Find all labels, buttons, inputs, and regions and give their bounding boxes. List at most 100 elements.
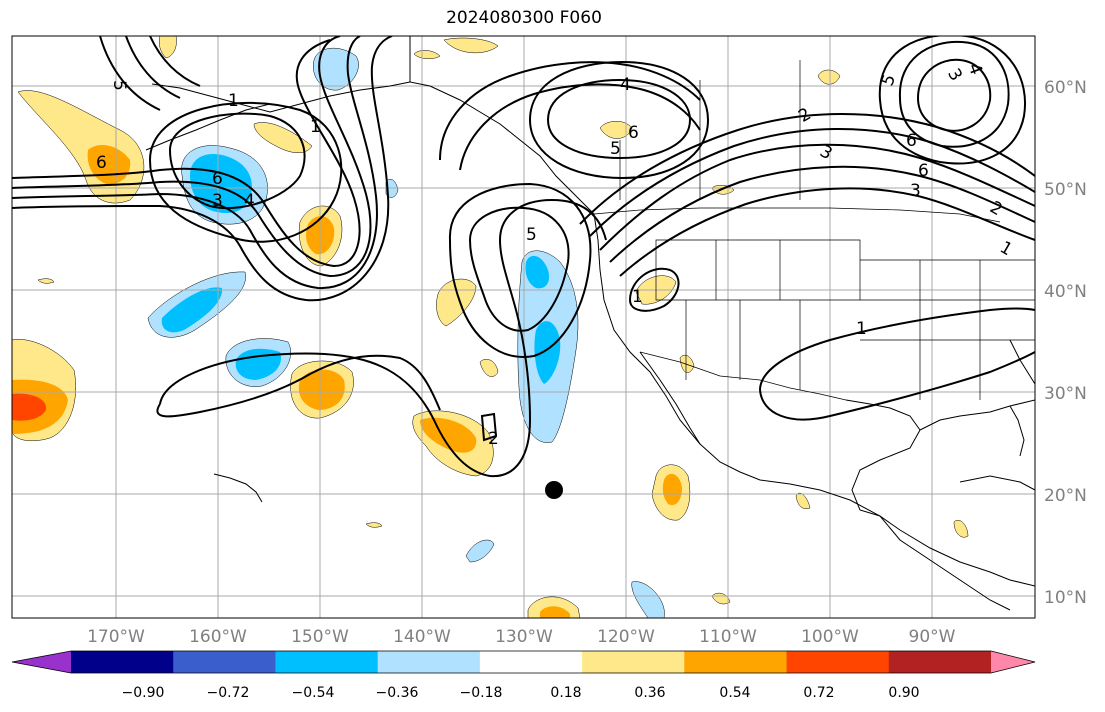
- lon-label: 120°W: [597, 627, 655, 647]
- neg-region-south2: [631, 581, 665, 618]
- florida: [1009, 405, 1025, 457]
- us-mexico-border: [639, 351, 847, 401]
- pos-region-ak: [443, 37, 499, 54]
- pos-region-bc: [599, 121, 633, 139]
- contour-jet-3: [579, 113, 1035, 225]
- pos-region-e2: [479, 359, 499, 377]
- lat-label: 60°N: [1044, 78, 1087, 98]
- colorbar-tick-label: −0.54: [292, 685, 335, 701]
- lon-label: 150°W: [291, 627, 349, 647]
- alaska-coast: [409, 36, 595, 215]
- contour-label: 3: [910, 181, 921, 201]
- neg-core-bering: [190, 154, 252, 214]
- contour-bering-ring-2: [148, 101, 343, 243]
- latitude-axis: 60°N 50°N 40°N 30°N 20°N 10°N: [1044, 78, 1087, 608]
- contour-low-wave-3: [12, 36, 378, 290]
- colorbar-tick-label: 0.36: [634, 685, 665, 701]
- contour-se-loop: [759, 307, 1035, 391]
- lon-label: 110°W: [699, 627, 757, 647]
- map-frame: [11, 35, 1036, 619]
- contour-trough-ring: [468, 206, 570, 332]
- lat-label: 40°N: [1044, 282, 1087, 302]
- central-america: [879, 515, 1011, 611]
- cuba: [959, 475, 1035, 491]
- contour-north-3: [149, 36, 201, 87]
- hawaii: [213, 473, 263, 503]
- contour-small-sw: [480, 412, 498, 442]
- contour-se-loop-2: [759, 351, 1035, 421]
- graticule: [12, 36, 1035, 618]
- political-borders: [409, 36, 1035, 401]
- colorbar-segment: [582, 651, 685, 673]
- contour-label: 3: [212, 191, 223, 211]
- contour-label: 4: [620, 75, 631, 95]
- us-gulf-east: [919, 399, 1035, 431]
- pos-high-west: [12, 393, 47, 421]
- aleutian-chain: [145, 103, 271, 151]
- contour-small-ca: [628, 267, 680, 312]
- neg-core-coast: [525, 255, 550, 289]
- colorbar-extension-low: [12, 651, 71, 673]
- lat-label: 30°N: [1044, 384, 1087, 404]
- contour-label: 6: [918, 161, 929, 181]
- contour-jet-2: [589, 127, 1035, 237]
- lon-label: 140°W: [393, 627, 451, 647]
- colorbar-outline: [11, 650, 1036, 674]
- pos-region-small3: [711, 592, 731, 605]
- contour-label: 5: [109, 80, 129, 91]
- contour-pnw-ring-2: [528, 60, 710, 180]
- contour-north-2: [125, 36, 181, 99]
- pos-core-sw: [420, 417, 477, 453]
- contour-label: 1: [228, 91, 239, 111]
- storm-position-marker: [545, 481, 563, 499]
- contour-label: 4: [244, 191, 255, 211]
- contour-label: 1: [856, 319, 867, 339]
- contour-low-wave-2: [12, 36, 372, 278]
- pos-region-e1: [436, 278, 477, 327]
- coastlines: [145, 36, 1035, 611]
- colorbar-tick-label: 0.18: [550, 685, 581, 701]
- neg-core-central2: [235, 348, 281, 380]
- gulf-of-mexico-coast: [845, 399, 921, 517]
- colorbar-segment: [275, 651, 379, 673]
- contour-jet-4: [609, 165, 1035, 263]
- contour-label: 5: [526, 225, 537, 245]
- neg-region-south: [465, 539, 495, 563]
- colorbar-segment: [71, 651, 174, 673]
- colorbar-segment: [377, 651, 481, 673]
- pos-region-small1: [365, 522, 383, 528]
- contour-label: 5: [610, 139, 621, 159]
- contour-central-loop: [159, 198, 607, 478]
- contour-ridge-1: [439, 61, 701, 161]
- canada-us-border: [593, 207, 1001, 223]
- colorbar-tick-label: −0.90: [122, 685, 165, 701]
- colorbar-segment: [684, 651, 788, 673]
- pos-region-aknw: [253, 122, 313, 153]
- longitude-axis: 170°W 160°W 150°W 140°W 130°W 120°W 110°…: [87, 627, 956, 647]
- state-line-2: [716, 239, 781, 301]
- pos-region-baja: [679, 355, 695, 373]
- contour-ne-ring: [916, 58, 992, 132]
- contour-label: 1: [996, 237, 1015, 260]
- lat-label: 20°N: [1044, 486, 1087, 506]
- contour-pnw-ring: [546, 78, 692, 160]
- contour-label: 1: [632, 287, 643, 307]
- contour-central-loop-2: [156, 354, 441, 418]
- colorbar-tick-label: 0.54: [719, 685, 750, 701]
- colorbar-tick-label: −0.72: [207, 685, 250, 701]
- lon-label: 170°W: [87, 627, 145, 647]
- north-america-west-coast: [593, 213, 1035, 587]
- pos-core-south: [540, 606, 570, 618]
- contour-trough-ring-2: [448, 182, 592, 358]
- colorbar-segment: [479, 651, 583, 673]
- alaska-west-coast: [151, 81, 411, 113]
- contour-label: 4: [963, 61, 985, 78]
- colorbar-segment: [786, 651, 890, 673]
- contour-low-wave: [12, 39, 361, 268]
- lat-label: 50°N: [1044, 180, 1087, 200]
- contour-bering-ring: [168, 112, 306, 210]
- colorbar-tick-label: −0.18: [460, 685, 503, 701]
- pos-region-carib: [953, 520, 969, 538]
- contour-label: 6: [628, 123, 639, 143]
